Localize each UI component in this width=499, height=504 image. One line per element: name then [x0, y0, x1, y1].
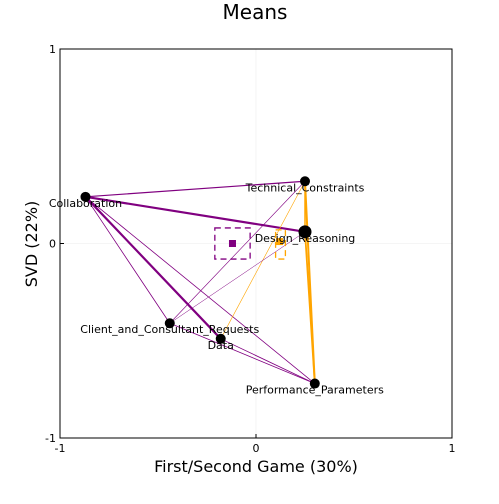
edge-collaboration-performance-parameters [85, 196, 316, 384]
edge-client-and-consultant-requests-performance-parameters [169, 322, 316, 384]
node-label-design-reasoning: Design_Reasoning [255, 232, 356, 245]
chart-title: Means [223, 0, 288, 24]
y-tick-label: 1 [49, 43, 56, 56]
edge-collaboration-design-reasoning [84, 195, 307, 233]
y-axis-title: SVD (22%) [22, 201, 41, 288]
orange-mean-marker [276, 238, 284, 246]
edge-technical-constraints-client-and-consultant-requests [169, 180, 306, 324]
node-label-technical-constraints: Technical_Constraints [245, 181, 365, 194]
node-design-reasoning [298, 225, 312, 239]
edge-collaboration-client-and-consultant-requests [85, 196, 171, 324]
edges [84, 180, 316, 385]
nodes [80, 176, 320, 389]
y-tick-label: -1 [45, 432, 56, 445]
orange-mean-box [274, 229, 287, 260]
group-means [214, 227, 287, 260]
edge-collaboration-technical-constraints [84, 180, 306, 198]
node-labels: Technical_Constraints Collaboration Design… [49, 181, 384, 396]
purple-mean-box [214, 227, 251, 260]
node-label-performance-parameters: Performance_Parameters [246, 384, 384, 397]
x-tick-label: 1 [449, 442, 456, 455]
x-tick-label: -1 [55, 442, 66, 455]
edge-design-reasoning-performance-parameters [304, 230, 316, 385]
x-axis-title: First/Second Game (30%) [154, 457, 358, 476]
node-data [215, 333, 226, 344]
node-label-collaboration: Collaboration [49, 197, 122, 210]
node-collaboration [80, 191, 91, 202]
node-performance-parameters [309, 378, 320, 389]
node-label-data: Data [208, 339, 234, 352]
edge-design-reasoning-client-and-consultant-requests [169, 231, 306, 324]
x-tick-label: 0 [253, 442, 260, 455]
ticks: -1 0 1 -1 0 1 [45, 43, 455, 455]
y-tick-label: 0 [49, 238, 56, 251]
node-label-client-and-consultant-requests: Client_and_Consultant_Requests [80, 323, 259, 336]
edge-collaboration-data [84, 195, 222, 340]
purple-mean-marker [228, 240, 236, 247]
edge-data-performance-parameters [220, 338, 316, 384]
node-client-and-consultant-requests [164, 318, 175, 329]
node-technical-constraints [300, 176, 310, 187]
